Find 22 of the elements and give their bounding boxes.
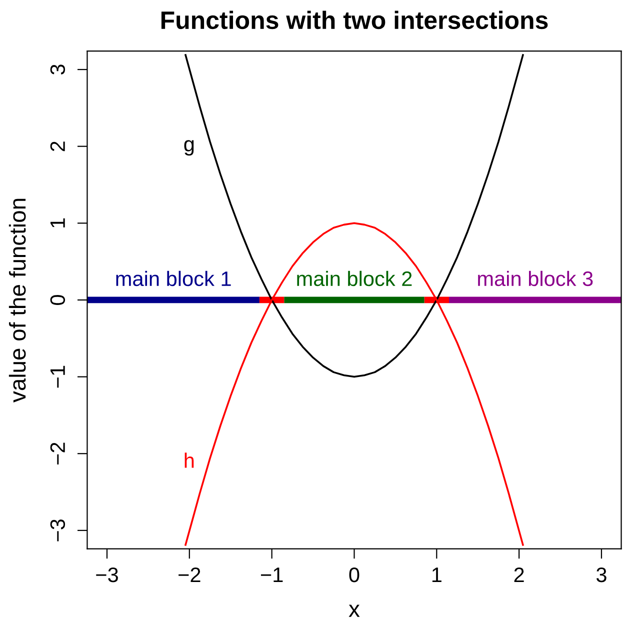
chart-title: Functions with two intersections: [161, 10, 548, 30]
x-tick-label: −2: [178, 567, 200, 582]
y-tick-label: 1: [50, 218, 65, 228]
y-axis-title: value of the function: [8, 198, 26, 402]
y-tick-label: −1: [50, 366, 65, 388]
annotation: h: [184, 452, 194, 468]
x-tick-label: 1: [432, 568, 442, 582]
x-tick-label: −3: [96, 567, 118, 582]
x-tick-label: 0: [349, 567, 360, 582]
annotation: g: [184, 140, 194, 156]
y-tick-label: 2: [50, 142, 65, 152]
x-tick-label: 3: [596, 567, 606, 582]
y-tick-label: 3: [50, 64, 66, 75]
y-tick-label: −2: [50, 442, 65, 464]
series-label: main block 3: [478, 270, 593, 286]
x-tick-label: 2: [514, 567, 524, 582]
series-label: main block 1: [116, 270, 231, 286]
x-axis-title: x: [348, 604, 360, 617]
x-tick-label: −1: [260, 568, 283, 582]
y-tick-label: −3: [50, 519, 66, 542]
series-label: main block 2: [297, 270, 412, 286]
y-tick-label: 0: [50, 294, 66, 305]
